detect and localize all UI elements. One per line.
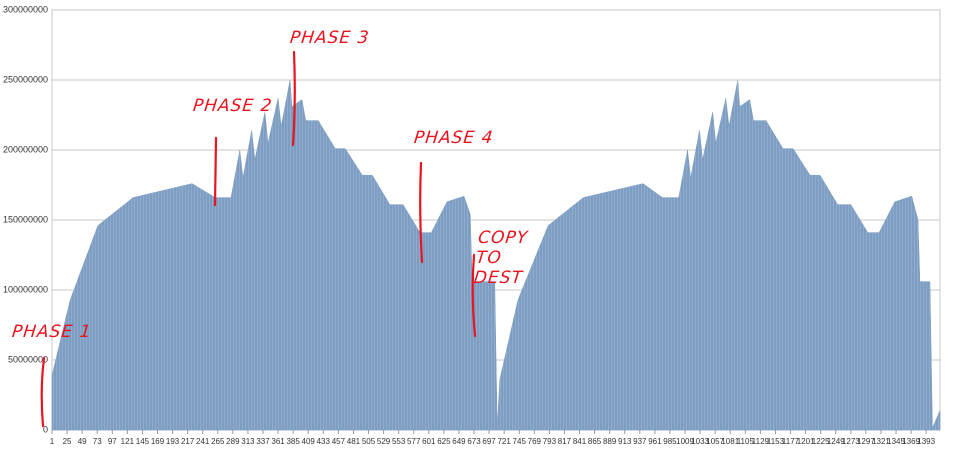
y-tick-label: 300000000 <box>3 4 48 14</box>
x-tick-label: 49 <box>78 437 87 446</box>
y-tick-label: 50000000 <box>8 354 48 364</box>
annotation-line <box>419 161 424 264</box>
x-tick-label: 1009 <box>676 437 694 446</box>
x-tick-label: 961 <box>648 437 662 446</box>
x-tick-label: 1057 <box>706 437 724 446</box>
x-tick-label: 889 <box>603 437 617 446</box>
annotation-line <box>291 50 296 147</box>
x-tick-label: 649 <box>452 437 466 446</box>
x-tick-label: 385 <box>286 437 300 446</box>
x-tick-label: 1273 <box>842 437 860 446</box>
x-tick-label: 193 <box>166 437 180 446</box>
x-tick-label: 721 <box>497 437 511 446</box>
x-tick-label: 1393 <box>917 437 935 446</box>
annotation: PHASE 1 <box>10 322 93 342</box>
x-tick-label: 673 <box>467 437 481 446</box>
annotation-lines <box>40 50 477 428</box>
x-tick-label: 1129 <box>752 437 770 446</box>
x-tick-label: 1 <box>50 437 55 446</box>
annotation: PHASE 4 <box>412 128 495 148</box>
x-tick-label: 1033 <box>691 437 709 446</box>
x-tick-label: 1225 <box>812 437 830 446</box>
x-tick-label: 481 <box>347 437 361 446</box>
x-tick-label: 1321 <box>872 437 890 446</box>
x-tick-label: 337 <box>256 437 270 446</box>
x-tick-label: 841 <box>573 437 587 446</box>
x-tick-label: 601 <box>422 437 436 446</box>
x-tick-label: 817 <box>558 437 572 446</box>
x-tick-label: 529 <box>377 437 391 446</box>
x-tick-label: 1249 <box>827 437 845 446</box>
x-tick-label: 745 <box>513 437 527 446</box>
x-tick-label: 1297 <box>857 437 875 446</box>
x-tick-label: 1345 <box>887 437 905 446</box>
x-tick-label: 625 <box>437 437 451 446</box>
annotation-line <box>471 253 477 338</box>
x-tick-label: 457 <box>332 437 346 446</box>
x-tick-label: 145 <box>136 437 150 446</box>
x-tick-label: 769 <box>528 437 542 446</box>
x-tick-label: 241 <box>196 437 210 446</box>
x-tick-label: 1081 <box>721 437 739 446</box>
y-tick-label: 250000000 <box>3 74 48 84</box>
x-tick-label: 265 <box>211 437 225 446</box>
x-tick-label: 553 <box>392 437 406 446</box>
y-tick-label: 200000000 <box>3 144 48 154</box>
y-tick-label: 150000000 <box>3 214 48 224</box>
x-tick-label: 433 <box>317 437 331 446</box>
annotation: PHASE 2 <box>191 96 274 116</box>
annotation-line <box>40 356 46 428</box>
x-tick-label: 985 <box>663 437 677 446</box>
x-tick-label: 313 <box>241 437 255 446</box>
x-tick-label: 121 <box>121 437 135 446</box>
x-tick-label: 577 <box>407 437 421 446</box>
x-tick-label: 73 <box>93 437 102 446</box>
y-tick-label: 0 <box>43 424 48 434</box>
x-tick-label: 1201 <box>797 437 815 446</box>
annotation-line <box>213 136 218 207</box>
x-tick-label: 937 <box>633 437 647 446</box>
x-tick-label: 25 <box>63 437 72 446</box>
x-tick-label: 97 <box>108 437 117 446</box>
x-tick-label: 1177 <box>782 437 800 446</box>
x-tick-label: 169 <box>151 437 165 446</box>
x-tick-label: 913 <box>618 437 632 446</box>
area <box>51 79 941 431</box>
x-tick-label: 409 <box>302 437 316 446</box>
x-tick-label: 1369 <box>902 437 920 446</box>
x-tick-label: 361 <box>271 437 285 446</box>
y-tick-label: 100000000 <box>3 284 48 294</box>
x-tick-label: 793 <box>543 437 557 446</box>
x-tick-label: 289 <box>226 437 240 446</box>
x-tick-label: 217 <box>181 437 195 446</box>
x-tick-label: 697 <box>482 437 496 446</box>
x-tick-label: 505 <box>362 437 376 446</box>
x-tick-label: 865 <box>588 437 602 446</box>
x-tick-label: 1105 <box>737 437 755 446</box>
annotation: COPY TO DEST <box>472 228 530 288</box>
x-tick-label: 1153 <box>767 437 785 446</box>
annotation: PHASE 3 <box>288 28 371 48</box>
